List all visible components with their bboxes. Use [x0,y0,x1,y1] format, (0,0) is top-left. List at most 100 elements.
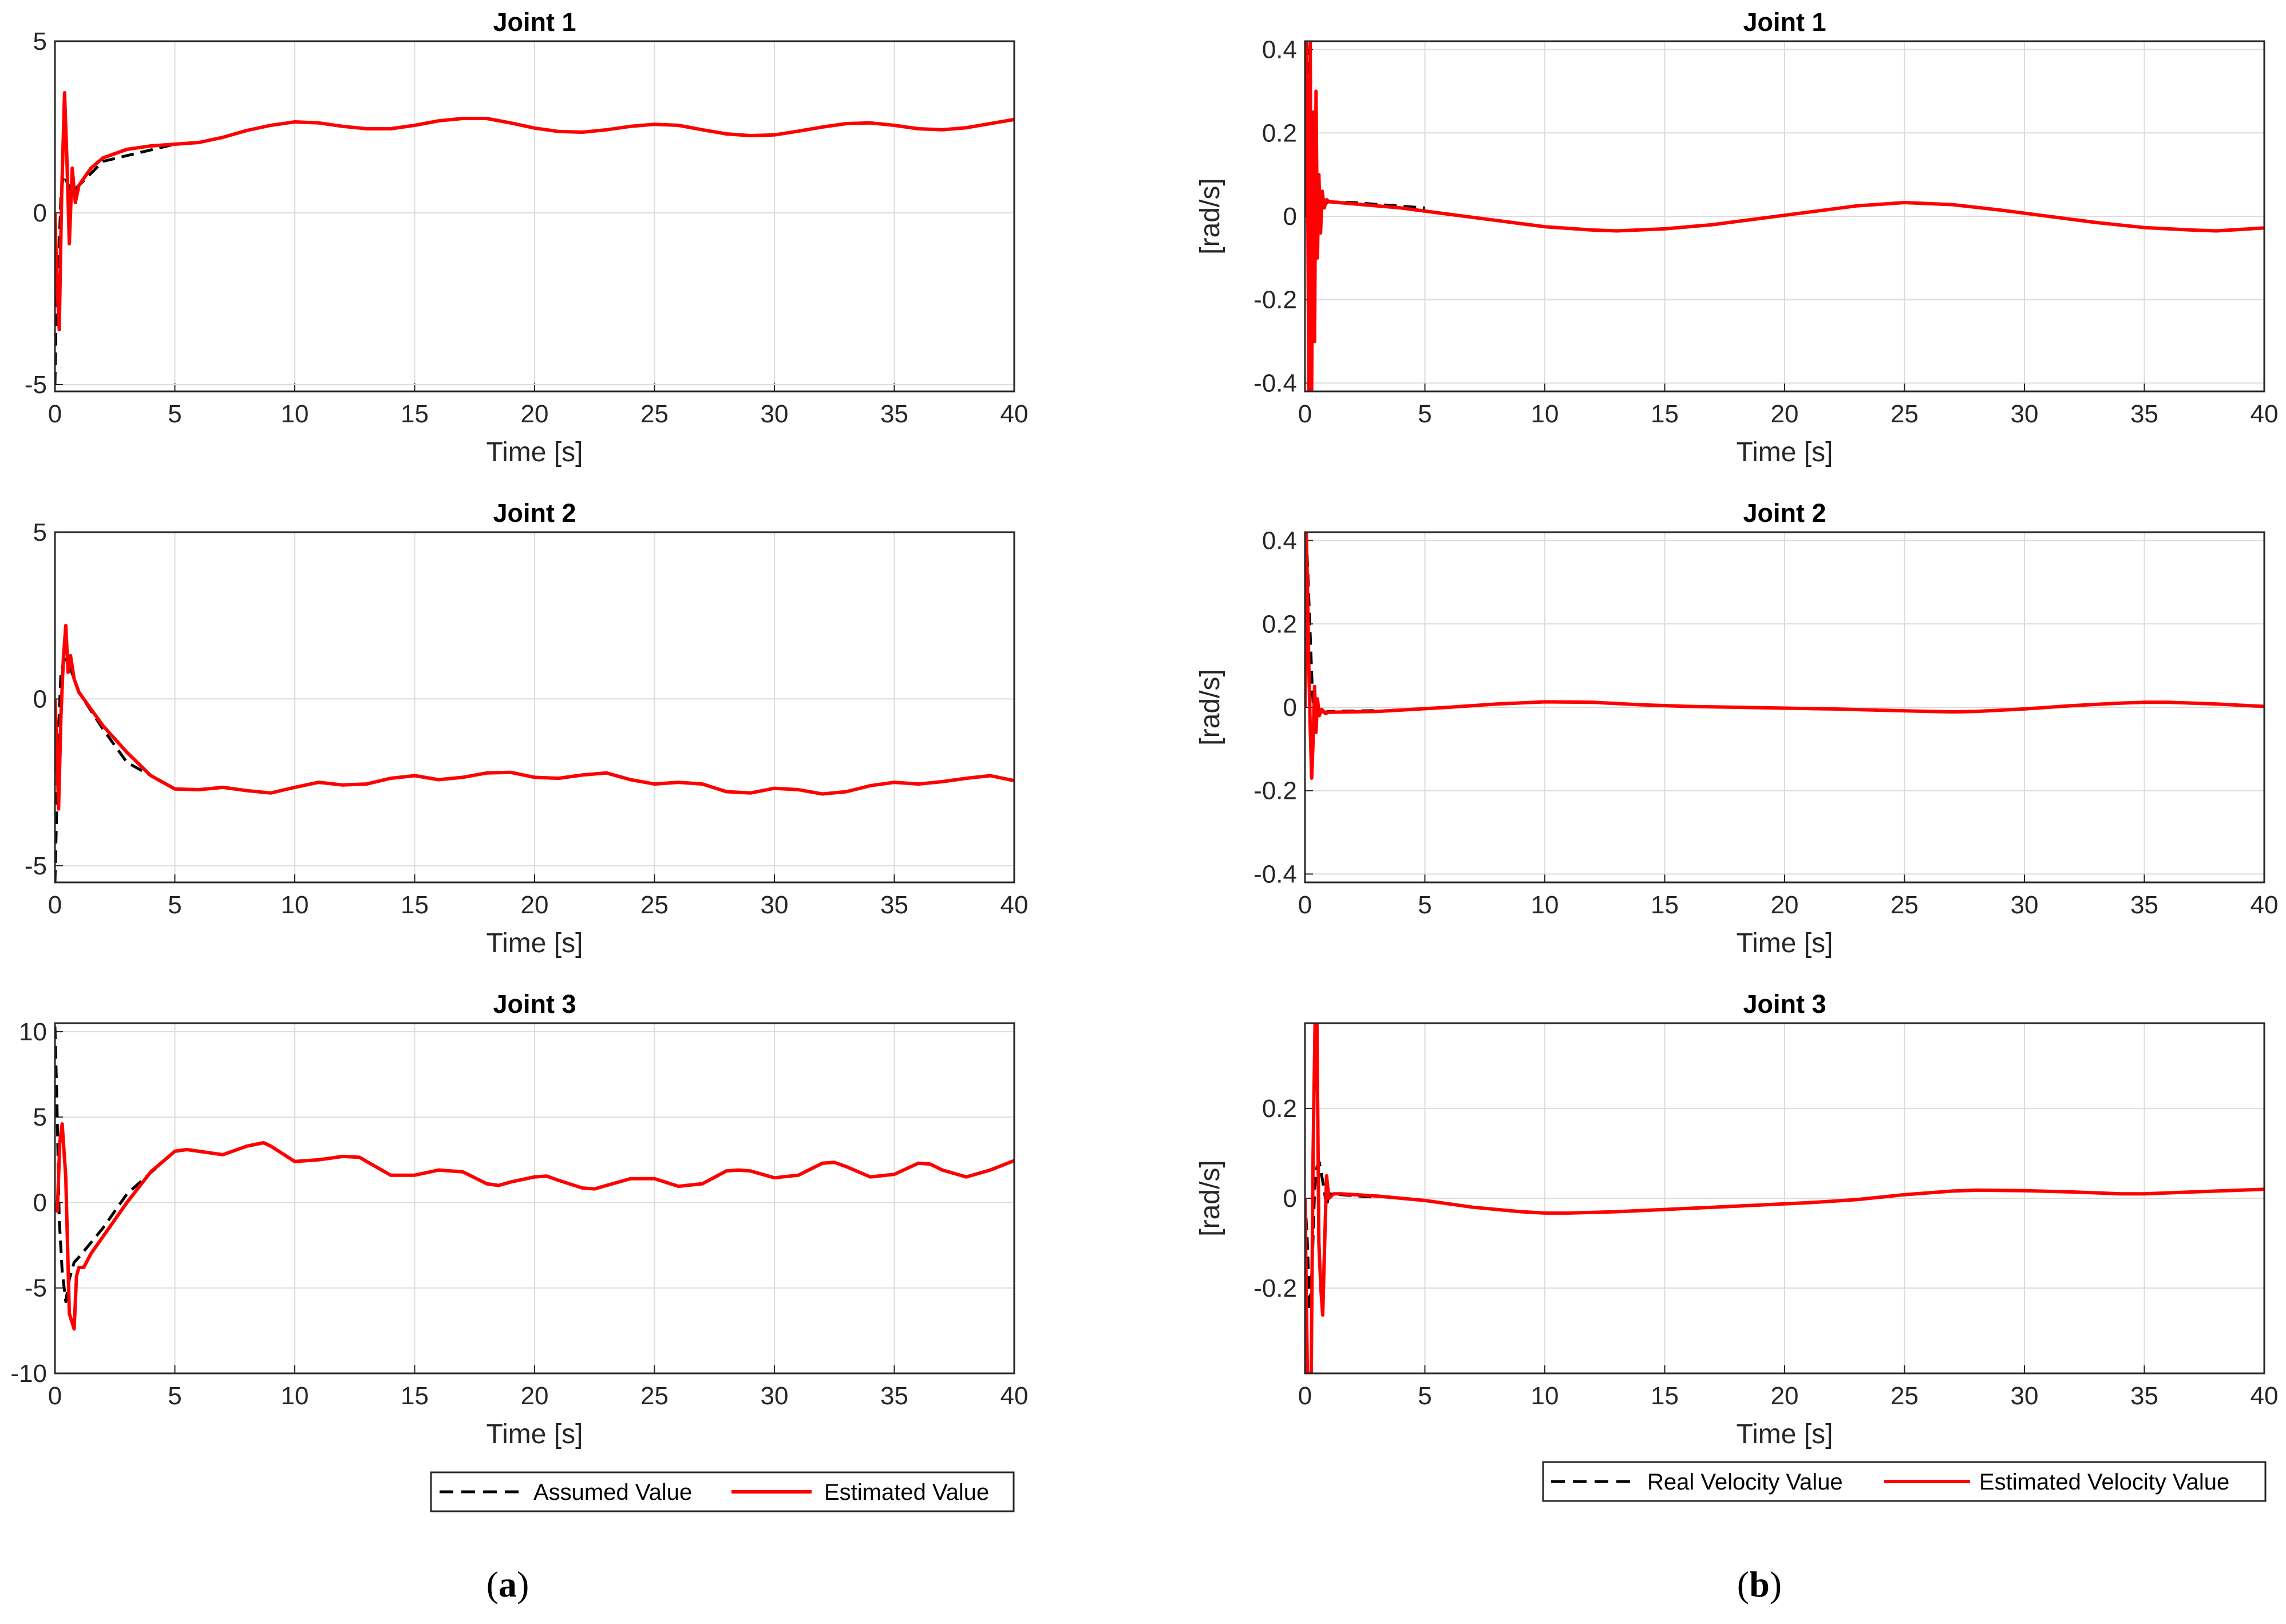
chart-6-xtick-label: 20 [1771,1382,1799,1410]
chart-1-title: Joint 1 [493,7,576,37]
chart-5-title: Joint 2 [1743,498,1826,528]
chart-3-xtick-label: 15 [401,1382,429,1410]
chart-4-ytick-label: -0.2 [1253,286,1297,314]
chart-1-xtick-label: 0 [48,400,62,428]
chart-5-xlabel: Time [s] [1737,928,1833,958]
chart-1-xtick-label: 15 [401,400,429,428]
chart-1-xtick-label: 40 [1000,400,1029,428]
chart-2-xtick-label: 20 [521,891,549,919]
chart-2-estimated-valueseries [55,624,1014,811]
chart-1-ytick-label: -5 [25,371,47,399]
chart-6-xtick-label: 30 [2011,1382,2039,1410]
chart-6-ytick-label: 0.2 [1262,1095,1297,1123]
chart-3-xlabel: Time [s] [487,1419,583,1449]
chart-2-xtick-label: 5 [168,891,181,919]
chart-3-ytick-label: 0 [33,1189,47,1217]
legend-a-box [430,1471,1015,1512]
chart-2-ytick-label: -5 [25,852,47,880]
chart-5-xtick-label: 40 [2251,891,2279,919]
chart-2-xtick-label: 0 [48,891,62,919]
chart-6-ytick-label: -0.2 [1253,1274,1297,1302]
chart-2-xtick-label: 15 [401,891,429,919]
panel-label-b-letter: b [1749,1564,1770,1605]
chart-1-axes-box [54,40,1015,393]
chart-4-xtick-label: 40 [2251,400,2279,428]
chart-4-ytick-label: 0.2 [1262,119,1297,147]
chart-2-xtick-label: 25 [640,891,669,919]
chart-3-xtick-label: 20 [521,1382,549,1410]
chart-5-xtick-label: 15 [1651,891,1679,919]
chart-5-ytick-label: -0.4 [1253,860,1297,888]
chart-6-estimated-velocity-valueseries [1305,1023,2264,1373]
chart-6-title: Joint 3 [1743,989,1826,1019]
chart-5: 0 5 10 15 20 25 30 35 40 -0.4 -0.2 0 0.2 0.4 Joint 2 Ti… [1195,498,2278,958]
legend-a-label-assumed: Assumed Value [533,1480,692,1505]
chart-2-xlabel: Time [s] [487,928,583,958]
chart-1-ytick-label: 5 [33,27,47,56]
chart-4-xtick-label: 10 [1531,400,1559,428]
chart-2-ytick-label: 5 [33,518,47,546]
chart-4-ytick-label: -0.4 [1253,369,1297,397]
legend-b-label-estimated: Estimated Velocity Value [1979,1469,2229,1495]
chart-3-xtick-label: 10 [281,1382,309,1410]
chart-5-ylabel: [rad/s] [1195,669,1225,745]
chart-4-ytick-label: 0 [1283,203,1297,231]
chart-6-xlabel: Time [s] [1737,1419,1833,1449]
chart-5-estimated-velocity-valueseries [1305,532,2264,780]
chart-4-xtick-label: 5 [1418,400,1431,428]
chart-3-ytick-label: 5 [33,1103,47,1131]
chart-5-ytick-label: 0 [1283,694,1297,722]
chart-5-xtick-label: 10 [1531,891,1559,919]
chart-3-xtick-label: 30 [761,1382,789,1410]
chart-4-estimated-velocity-valueseries [1305,41,2264,391]
panel-label-b: (b) [1737,1564,1782,1605]
chart-2-title: Joint 2 [493,498,576,528]
chart-1-ytick-label: 0 [33,199,47,227]
chart-4-ytick-label: 0.4 [1262,36,1297,64]
chart-3: 0 5 10 15 20 25 30 35 40 -10 -5 0 5 10 Joint 3 Time [s] [10,989,1028,1449]
chart-6-xtick-label: 40 [2251,1382,2279,1410]
chart-1-estimated-valueseries [55,91,1014,331]
chart-4-xtick-label: 25 [1891,400,1919,428]
chart-3-xtick-label: 0 [48,1382,62,1410]
chart-5-axes-box [1304,531,2265,884]
chart-3-ytick-label: -10 [10,1360,47,1388]
chart-6-xtick-label: 25 [1891,1382,1919,1410]
chart-5-xtick-label: 30 [2011,891,2039,919]
chart-3-xtick-label: 25 [640,1382,669,1410]
chart-6-xtick-label: 15 [1651,1382,1679,1410]
chart-6-ytick-label: 0 [1283,1185,1297,1213]
chart-4-xtick-label: 15 [1651,400,1679,428]
chart-5-xtick-label: 20 [1771,891,1799,919]
chart-3-xtick-label: 5 [168,1382,181,1410]
chart-2-ytick-label: 0 [33,685,47,713]
chart-3-xtick-label: 35 [880,1382,908,1410]
chart-5-xtick-label: 5 [1418,891,1431,919]
chart-1-xtick-label: 35 [880,400,908,428]
chart-4-ylabel: [rad/s] [1195,178,1225,254]
chart-5-ytick-label: -0.2 [1253,777,1297,805]
chart-1-xtick-label: 25 [640,400,669,428]
chart-3-title: Joint 3 [493,989,576,1019]
legend-b: Real Velocity Value Estimated Velocity V… [1542,1461,2267,1502]
chart-6-ylabel: [rad/s] [1195,1160,1225,1236]
panel-label-a-letter: a [499,1564,517,1605]
chart-2-xtick-label: 40 [1000,891,1029,919]
chart-5-ytick-label: 0.2 [1262,610,1297,638]
chart-1-xtick-label: 30 [761,400,789,428]
chart-3-axes-box [54,1022,1015,1375]
chart-2-axes-box [54,531,1015,884]
chart-2-xtick-label: 35 [880,891,908,919]
chart-3-estimated-valueseries [55,1122,1014,1331]
chart-1-assumed-valueseries [55,142,176,385]
chart-6-xtick-label: 10 [1531,1382,1559,1410]
chart-2-xtick-label: 30 [761,891,789,919]
chart-4-xtick-label: 0 [1298,400,1312,428]
chart-1-xtick-label: 20 [521,400,549,428]
chart-2-xtick-label: 10 [281,891,309,919]
chart-1-xlabel: Time [s] [487,437,583,468]
